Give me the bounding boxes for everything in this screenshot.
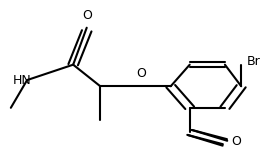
Text: HN: HN <box>12 74 31 87</box>
Text: Br: Br <box>247 55 260 68</box>
Text: O: O <box>136 67 146 80</box>
Text: O: O <box>231 135 241 148</box>
Text: O: O <box>82 9 92 22</box>
